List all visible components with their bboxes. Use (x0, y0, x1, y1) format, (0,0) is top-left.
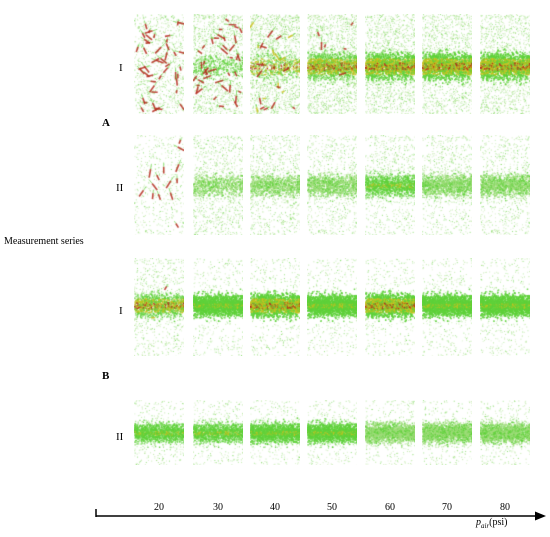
spray-panel-r2-c4 (307, 135, 357, 235)
spray-panel-r2-c7 (480, 135, 530, 235)
axis-label-unit: (psi) (489, 517, 508, 528)
spray-panel-r1-c3 (250, 14, 300, 114)
group-label-a: A (102, 117, 110, 129)
spray-panel-r1-c7 (480, 14, 530, 114)
spray-panel-r3-c6 (422, 258, 472, 356)
spray-panel-r4-c4 (307, 400, 357, 465)
spray-panel-r3-c1 (134, 258, 184, 356)
axis-label-sub: air (481, 522, 490, 530)
axis-label-var: p (476, 517, 481, 528)
row-label-a-2: II (116, 182, 124, 194)
spray-panel-r1-c4 (307, 14, 357, 114)
spray-panel-r4-c7 (480, 400, 530, 465)
spray-panel-r4-c3 (250, 400, 300, 465)
spray-panel-r4-c2 (193, 400, 243, 465)
row-label-b-1: I (119, 305, 123, 317)
spray-panel-r4-c1 (134, 400, 184, 465)
spray-panel-r2-c6 (422, 135, 472, 235)
spray-panel-r3-c5 (365, 258, 415, 356)
spray-panel-r1-c2 (193, 14, 243, 114)
x-tick-60: 60 (385, 502, 395, 513)
spray-panel-r3-c4 (307, 258, 357, 356)
spray-panel-r3-c2 (193, 258, 243, 356)
spray-panel-r1-c1 (134, 14, 184, 114)
spray-panel-r2-c2 (193, 135, 243, 235)
spray-panel-r2-c1 (134, 135, 184, 235)
spray-panel-r1-c6 (422, 14, 472, 114)
spray-panel-r2-c5 (365, 135, 415, 235)
group-label-b: B (102, 370, 110, 382)
x-tick-80: 80 (500, 502, 510, 513)
x-tick-40: 40 (270, 502, 280, 513)
spray-panel-r1-c5 (365, 14, 415, 114)
spray-panel-r2-c3 (250, 135, 300, 235)
measurement-series-label: Measurement series (4, 236, 84, 247)
spray-panel-r3-c7 (480, 258, 530, 356)
x-tick-30: 30 (213, 502, 223, 513)
row-label-a-1: I (119, 62, 123, 74)
x-tick-20: 20 (154, 502, 164, 513)
spray-panel-r4-c6 (422, 400, 472, 465)
x-tick-50: 50 (327, 502, 337, 513)
spray-panel-r3-c3 (250, 258, 300, 356)
row-label-b-2: II (116, 431, 124, 443)
x-tick-70: 70 (442, 502, 452, 513)
spray-panel-r4-c5 (365, 400, 415, 465)
x-axis-label: pair(psi) (476, 517, 508, 530)
